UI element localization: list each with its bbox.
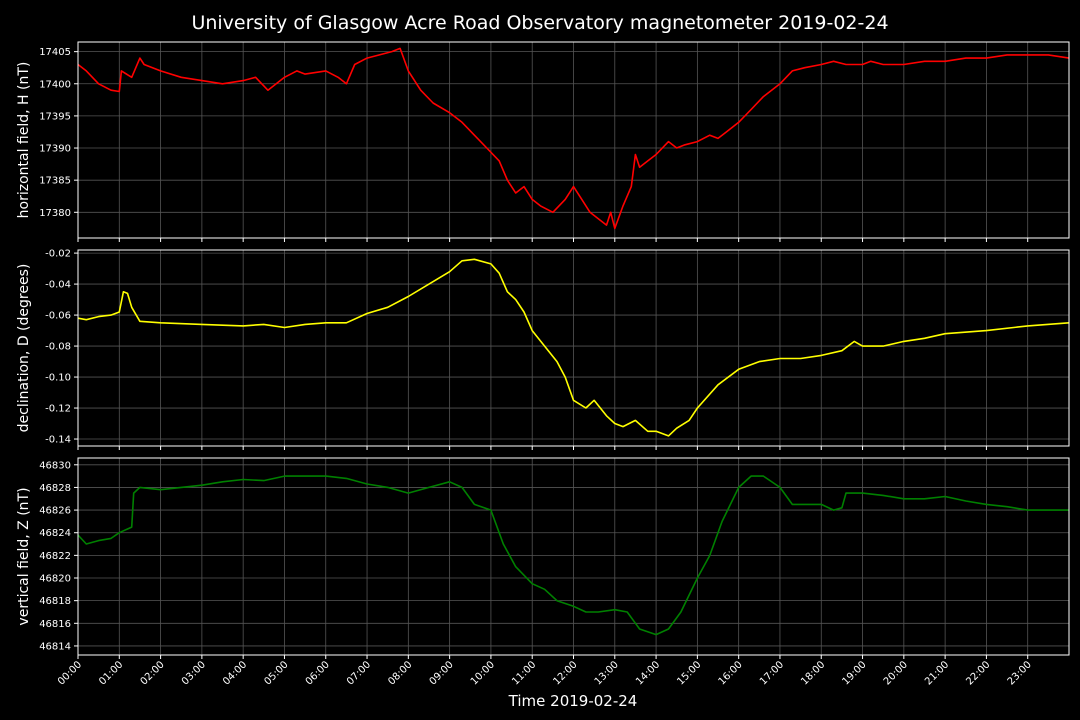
y-axis-label-h: horizontal field, H (nT) [16,62,32,219]
y-tick-label: 46822 [39,551,71,562]
y-tick-label: 46828 [39,483,71,494]
series-line-d [77,258,1070,437]
series-line-z [77,475,1069,636]
y-axis-label-d: declination, D (degrees) [16,264,32,433]
y-tick-label: 17380 [39,208,71,219]
y-tick-label: 17395 [39,111,71,122]
y-tick-label: 17405 [39,47,71,58]
y-tick-label: 46816 [39,619,71,630]
y-tick-label: -0.04 [45,280,71,291]
panel-d: -0.14 -0.12 -0.10 -0.08 -0.06 -0.04 -0.02 decli… [16,249,1070,450]
panel-h: 17380 17385 17390 17395 17400 17405 horizontal… [16,41,1070,242]
y-tick-label: 17390 [39,144,71,155]
series-line-h [77,47,1070,230]
y-tick-label: 46814 [39,641,71,652]
chart-title: University of Glasgow Acre Road Observat… [191,12,888,34]
y-tick-label: 17385 [39,176,71,187]
axes-frame-z [77,457,1070,656]
y-tick-label: -0.14 [45,435,71,446]
y-tick-label: 46820 [39,574,71,585]
y-tick-label: -0.10 [45,373,71,384]
y-tick-label: -0.02 [45,249,71,260]
y-axis-label-z: vertical field, Z (nT) [16,487,32,625]
axes-frame-d [77,249,1070,447]
panel-z: 46814 46816 46818 46820 46822 46824 46826 46828… [16,457,1070,659]
y-tick-label: 46824 [39,528,71,539]
x-axis-label: Time 2019-02-24 [508,692,638,710]
y-tick-label: 46826 [39,506,71,517]
y-tick-label: -0.12 [45,404,71,415]
y-tick-label: -0.08 [45,342,71,353]
y-tick-label: 46818 [39,596,71,607]
axes-frame-h [77,41,1070,239]
y-tick-label: -0.06 [45,311,71,322]
y-tick-label: 46830 [39,460,71,471]
y-tick-label: 17400 [39,79,71,90]
